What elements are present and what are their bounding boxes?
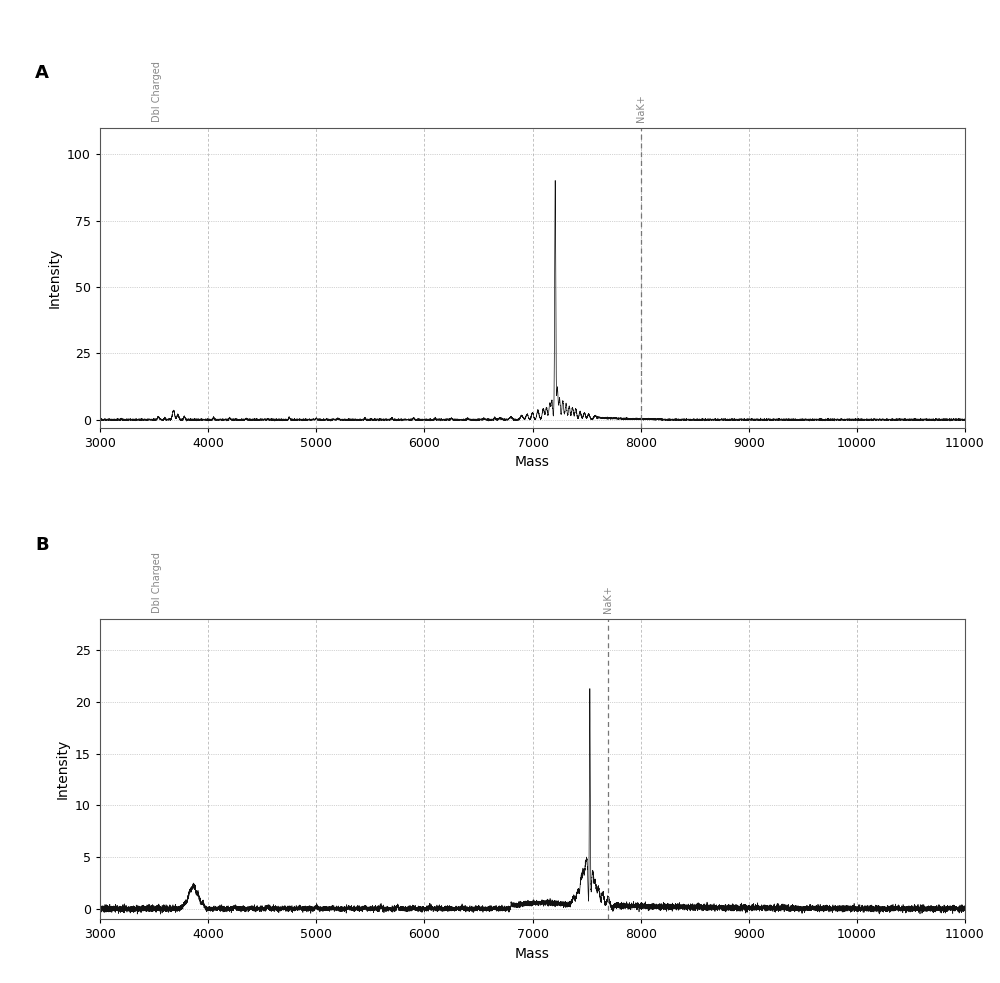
Y-axis label: Intensity: Intensity	[48, 248, 62, 308]
Text: A: A	[35, 64, 49, 82]
X-axis label: Mass: Mass	[515, 947, 550, 960]
Y-axis label: Intensity: Intensity	[56, 739, 70, 799]
Text: Dbl Charged: Dbl Charged	[152, 552, 162, 613]
X-axis label: Mass: Mass	[515, 455, 550, 469]
Text: NaK+: NaK+	[636, 94, 646, 122]
Text: Dbl Charged: Dbl Charged	[152, 61, 162, 122]
Text: B: B	[35, 536, 49, 553]
Text: NaK+: NaK+	[603, 586, 613, 613]
